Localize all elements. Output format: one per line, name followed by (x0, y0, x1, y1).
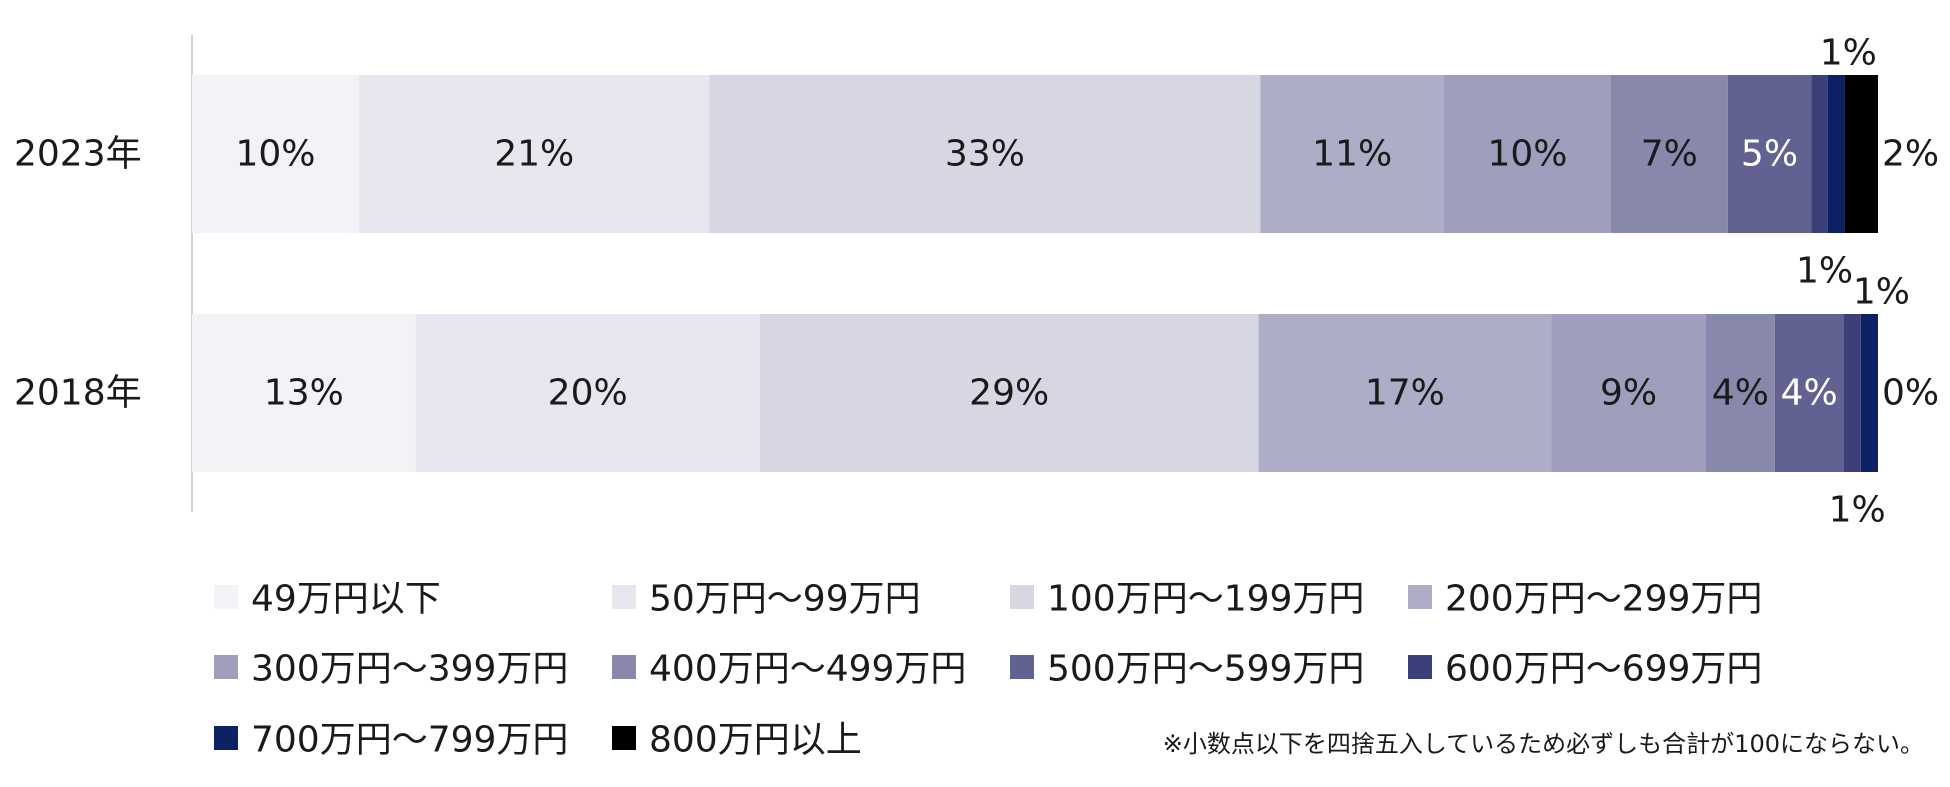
bar-segment (358, 75, 710, 233)
data-label: 0% (1882, 373, 1939, 414)
bar-segment (192, 75, 359, 233)
data-label: 1% (1829, 490, 1886, 531)
data-label: 11% (1312, 134, 1392, 175)
data-label: 10% (1487, 134, 1567, 175)
bar-segment (192, 314, 416, 472)
legend-label: 49万円以下 (251, 579, 441, 620)
legend-label: 50万円～99万円 (649, 579, 921, 620)
bar-segment (415, 314, 760, 472)
legend-swatch (612, 655, 636, 679)
data-label: 20% (548, 373, 628, 414)
data-label: 1% (1796, 251, 1853, 292)
bar-segment (1827, 75, 1845, 233)
legend-label: 500万円～599万円 (1047, 649, 1364, 690)
bar-segment (1443, 75, 1611, 233)
data-label: 7% (1641, 134, 1698, 175)
bar-segment (1811, 75, 1828, 233)
bar-segment (709, 75, 1261, 233)
legend-label: 300万円～399万円 (251, 649, 568, 690)
data-label: 2% (1882, 134, 1939, 175)
legend-swatch (214, 655, 238, 679)
bar-segment (1774, 314, 1844, 472)
data-label: 1% (1820, 33, 1877, 74)
data-label: 4% (1781, 373, 1838, 414)
legend-swatch (612, 726, 636, 750)
bar-segment (1258, 314, 1552, 472)
legend-swatch (1010, 585, 1034, 609)
bar-segment (1727, 75, 1812, 233)
legend-label: 800万円以上 (649, 720, 862, 761)
data-label: 9% (1600, 373, 1657, 414)
bar-segment (1843, 314, 1861, 472)
legend-swatch (1408, 655, 1432, 679)
bar-segment (1844, 75, 1878, 233)
bar-segment (1705, 314, 1775, 472)
bar-segment (1860, 314, 1878, 472)
data-label: 1% (1853, 272, 1910, 313)
data-label: 4% (1712, 373, 1769, 414)
legend-label: 200万円～299万円 (1445, 579, 1762, 620)
data-label: 33% (945, 134, 1025, 175)
category-label: 2018年 (14, 373, 142, 414)
bar-segment (759, 314, 1259, 472)
legend-swatch (612, 585, 636, 609)
category-label: 2023年 (14, 134, 142, 175)
data-label: 21% (494, 134, 574, 175)
bar-segment (1260, 75, 1444, 233)
data-label: 29% (969, 373, 1049, 414)
data-label: 17% (1365, 373, 1445, 414)
data-label: 5% (1741, 134, 1798, 175)
legend-swatch (1408, 585, 1432, 609)
legend-swatch (1010, 655, 1034, 679)
legend-label: 100万円～199万円 (1047, 579, 1364, 620)
legend-label: 400万円～499万円 (649, 649, 966, 690)
legend-label: 600万円～699万円 (1445, 649, 1762, 690)
legend-swatch (214, 726, 238, 750)
legend-label: 700万円～799万円 (251, 720, 568, 761)
data-label: 13% (264, 373, 344, 414)
bar-segment (1551, 314, 1706, 472)
footnote: ※小数点以下を四捨五入しているため必ずしも合計が100にならない。 (1163, 730, 1924, 758)
bar-segment (1610, 75, 1728, 233)
data-label: 10% (235, 134, 315, 175)
legend-swatch (214, 585, 238, 609)
